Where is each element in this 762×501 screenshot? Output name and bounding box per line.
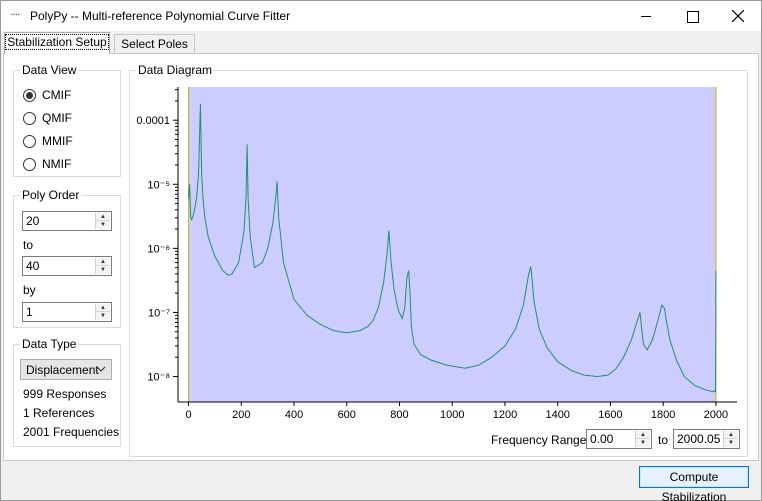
- x-tick-label: 800: [390, 409, 408, 421]
- group-title: Data Diagram: [136, 63, 215, 77]
- spinbox-buttons: ▲ ▼: [95, 304, 110, 320]
- radio-label: NMIF: [42, 157, 72, 171]
- minimize-button[interactable]: [623, 1, 669, 31]
- spin-up-icon[interactable]: ▲: [96, 213, 110, 221]
- spin-up-icon[interactable]: ▲: [724, 431, 738, 439]
- radio-label: MMIF: [42, 134, 73, 148]
- compute-stabilization-button[interactable]: Compute Stabilization: [639, 466, 749, 501]
- tab-select-poles[interactable]: Select Poles: [114, 34, 195, 54]
- poly-order-from-spinbox[interactable]: 20 ▲ ▼: [22, 211, 112, 231]
- spinbox-value: 40: [26, 259, 40, 273]
- y-tick-label: 10⁻⁸: [147, 372, 170, 384]
- x-tick-label: 400: [285, 409, 303, 421]
- spinbox-value: 1: [26, 305, 33, 319]
- y-tick-label: 0.0001: [136, 115, 170, 127]
- cmif-series-line: [188, 103, 717, 394]
- plot-background: [188, 87, 716, 402]
- tab-label: Select Poles: [121, 37, 188, 51]
- app-icon: ▪▪▪▪: [11, 12, 21, 18]
- radio-label: CMIF: [42, 88, 72, 102]
- spinbox-buttons: ▲ ▼: [723, 431, 738, 447]
- y-tick-label: 10⁻⁶: [147, 243, 170, 255]
- group-title: Data Type: [20, 337, 79, 351]
- maximize-button[interactable]: [669, 1, 715, 31]
- radio-cmif[interactable]: CMIF: [23, 87, 71, 103]
- y-tick-label: 10⁻⁷: [148, 307, 170, 319]
- spinbox-buttons: ▲ ▼: [635, 431, 650, 447]
- x-tick-label: 2000: [704, 409, 728, 421]
- range-to-label: to: [658, 433, 669, 447]
- close-button[interactable]: [715, 1, 761, 31]
- x-tick-label: 200: [232, 409, 250, 421]
- poly-order-to-spinbox[interactable]: 40 ▲ ▼: [22, 256, 112, 276]
- radio-button-icon: [23, 111, 36, 125]
- spinbox-value: 20: [26, 214, 40, 228]
- chevron-down-icon: [96, 366, 106, 372]
- spinbox-value: 2000.05: [677, 432, 721, 446]
- spin-down-icon[interactable]: ▼: [636, 439, 650, 447]
- group-title: Data View: [20, 63, 79, 77]
- spin-down-icon[interactable]: ▼: [96, 266, 110, 274]
- radio-button-icon: [23, 134, 36, 148]
- close-icon: [732, 10, 744, 22]
- data-type-dropdown[interactable]: Displacement: [20, 359, 112, 380]
- spin-up-icon[interactable]: ▲: [96, 304, 110, 312]
- window-title: PolyPy -- Multi-reference Polynomial Cur…: [30, 9, 291, 23]
- spin-down-icon[interactable]: ▼: [96, 312, 110, 320]
- data-view-group: Data View CMIF QMIF MMIF NMIF: [13, 63, 121, 177]
- radio-button-icon: [23, 88, 36, 102]
- x-tick-label: 1400: [545, 409, 569, 421]
- radio-qmif[interactable]: QMIF: [23, 110, 72, 126]
- tab-label: Stabilization Setup: [5, 34, 109, 50]
- radio-mmif[interactable]: MMIF: [23, 133, 73, 149]
- spin-down-icon[interactable]: ▼: [724, 439, 738, 447]
- frequencies-count: 2001 Frequencies: [23, 425, 120, 439]
- tab-bar: Stabilization Setup Select Poles: [1, 32, 761, 54]
- to-label: to: [23, 238, 34, 252]
- x-tick-label: 1000: [440, 409, 464, 421]
- x-tick-label: 1600: [598, 409, 622, 421]
- spin-down-icon[interactable]: ▼: [96, 221, 110, 229]
- spinbox-value: 0.00: [590, 432, 614, 446]
- spin-up-icon[interactable]: ▲: [636, 431, 650, 439]
- spinbox-buttons: ▲ ▼: [95, 258, 110, 274]
- y-tick-label: 10⁻⁵: [147, 179, 170, 191]
- frequency-range-label: Frequency Range:: [491, 433, 590, 447]
- title-bar[interactable]: ▪▪▪▪ PolyPy -- Multi-reference Polynomia…: [1, 1, 761, 31]
- radio-button-icon: [23, 157, 36, 171]
- dropdown-value: Displacement: [26, 363, 99, 377]
- x-tick-label: 0: [185, 409, 191, 421]
- poly-order-step-spinbox[interactable]: 1 ▲ ▼: [22, 302, 112, 322]
- frequency-from-spinbox[interactable]: 0.00 ▲ ▼: [586, 429, 652, 449]
- frequency-to-spinbox[interactable]: 2000.05 ▲ ▼: [673, 429, 740, 449]
- x-tick-label: 1800: [651, 409, 675, 421]
- references-count: 1 References: [23, 406, 95, 420]
- radio-label: QMIF: [42, 111, 72, 125]
- x-tick-label: 600: [338, 409, 356, 421]
- spinbox-buttons: ▲ ▼: [95, 213, 110, 229]
- group-title: Poly Order: [20, 188, 82, 202]
- responses-count: 999 Responses: [23, 387, 107, 401]
- by-label: by: [23, 283, 36, 297]
- spin-up-icon[interactable]: ▲: [96, 258, 110, 266]
- radio-nmif[interactable]: NMIF: [23, 156, 71, 172]
- x-tick-label: 1200: [493, 409, 517, 421]
- tab-stabilization-setup[interactable]: Stabilization Setup: [4, 32, 110, 54]
